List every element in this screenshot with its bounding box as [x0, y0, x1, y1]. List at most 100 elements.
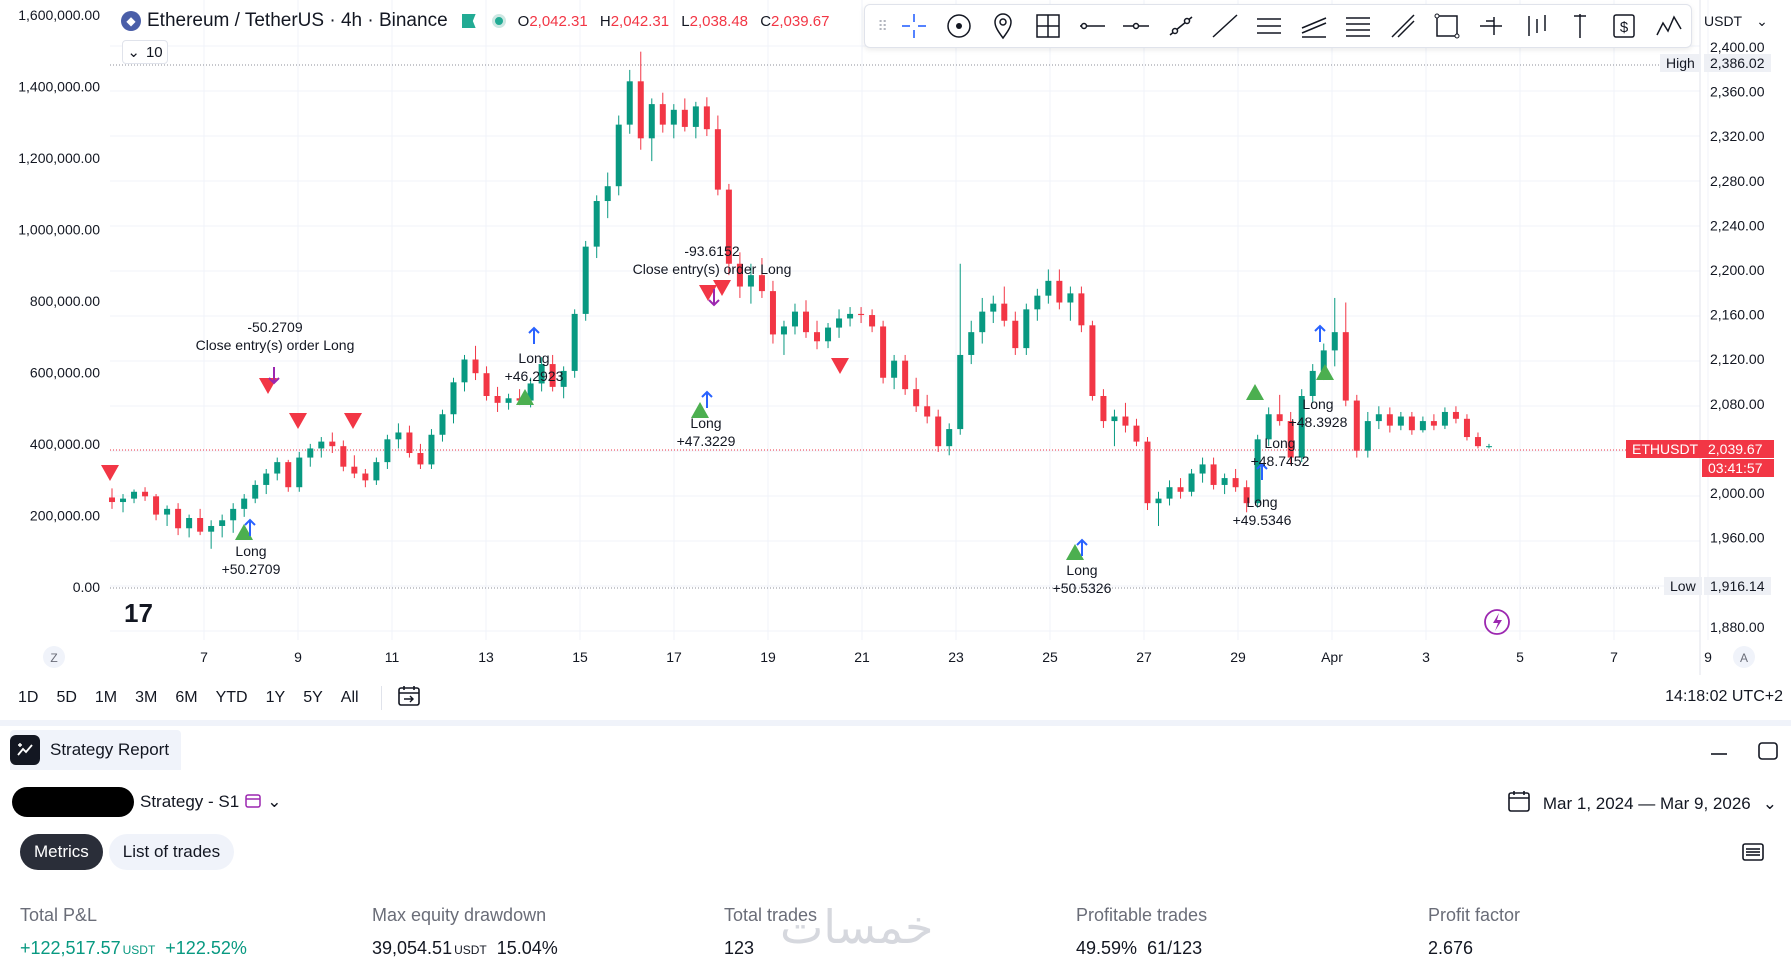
horizontal-ray-icon[interactable] — [1070, 8, 1114, 44]
chevron-down-icon: ⌄ — [127, 44, 140, 61]
long-label: Long — [1246, 494, 1277, 510]
right-axis-tick: 2,320.00 — [1710, 128, 1765, 144]
pin-icon[interactable] — [981, 8, 1025, 44]
strategy-selector[interactable]: Strategy - S1 ⌄ — [12, 786, 281, 818]
candle-body — [527, 383, 534, 401]
candle-body — [946, 429, 953, 447]
timeframe-3m[interactable]: 3M — [135, 689, 158, 706]
buy-marker — [1066, 544, 1084, 560]
drag-handle-icon[interactable]: ⠿ — [877, 17, 888, 34]
circle-icon[interactable] — [937, 8, 981, 44]
metric-value: 123 — [724, 938, 755, 958]
timeframe-5d[interactable]: 5D — [56, 689, 77, 706]
dollar-icon[interactable]: $ — [1602, 8, 1646, 44]
extended-line-icon[interactable] — [1203, 8, 1247, 44]
price-chart[interactable]: 1,600,000.00 1,400,000.00 1,200,000.00 1,00… — [0, 0, 1791, 675]
candle-body — [362, 473, 369, 481]
elliott-wave-icon[interactable] — [1647, 8, 1691, 44]
candle-body — [1309, 370, 1316, 396]
long-position-icon[interactable] — [1469, 8, 1513, 44]
x-axis-tick: 13 — [478, 649, 494, 665]
session-clock[interactable]: 14:18:02 UTC+2 — [1665, 688, 1783, 705]
pitchfork-icon[interactable] — [1380, 8, 1424, 44]
candle-body — [296, 457, 303, 488]
candle-body — [1485, 446, 1492, 448]
exit-arrow — [268, 367, 280, 385]
drawing-toolbar[interactable]: ⠿ $ — [864, 4, 1692, 48]
candle-body — [1199, 464, 1206, 474]
indicators-toggle-button[interactable]: ⌄ 10 — [122, 40, 168, 64]
chart-pane[interactable]: 1,600,000.00 1,400,000.00 1,200,000.00 1,00… — [0, 0, 1791, 675]
candle-body — [924, 406, 931, 417]
candle-body — [968, 332, 975, 355]
currency-selector[interactable]: USDT ⌄ — [1704, 8, 1768, 34]
date-range-icon[interactable] — [396, 684, 422, 713]
flag-icon[interactable] — [461, 14, 476, 28]
right-axis-tick: 2,080.00 — [1710, 396, 1765, 412]
symbol-title[interactable]: Ethereum / TetherUS · 4h · Binance — [147, 10, 448, 31]
timeframe-1m[interactable]: 1M — [94, 689, 118, 706]
candle-body — [714, 129, 721, 190]
metric-profit-factor: Profit factor 2.676 — [1428, 905, 1780, 959]
candle-body — [858, 313, 865, 316]
candle-body — [318, 441, 325, 449]
parallel-channel-icon[interactable] — [1247, 8, 1291, 44]
panel-divider[interactable] — [0, 720, 1791, 726]
candle-body — [1001, 303, 1008, 321]
long-profit: +48.3928 — [1289, 414, 1348, 430]
timeframe-5y[interactable]: 5Y — [303, 689, 323, 706]
metric-value: 49.59% — [1076, 938, 1138, 958]
entry-arrow — [1076, 538, 1088, 556]
axis-right-label: A — [1740, 651, 1748, 665]
regression-icon[interactable] — [1292, 8, 1336, 44]
x-axis-tick: 5 — [1516, 649, 1524, 665]
maximize-icon[interactable] — [1757, 740, 1779, 767]
tab-list-of-trades[interactable]: List of trades — [108, 834, 235, 870]
timeframe-all[interactable]: All — [340, 689, 359, 706]
candle-body — [780, 326, 787, 335]
candle-body — [747, 275, 754, 287]
x-axis-tick: 27 — [1136, 649, 1152, 665]
timeframe-1d[interactable]: 1D — [18, 689, 39, 706]
candle-body — [803, 311, 809, 333]
menu-icon[interactable] — [1741, 840, 1765, 869]
high-price-tag: 2,386.02 — [1704, 54, 1771, 72]
tab-metrics[interactable]: Metrics — [20, 834, 103, 870]
date-range-selector[interactable]: Mar 1, 2024 — Mar 9, 2026 ⌄ — [1507, 789, 1777, 818]
strategy-report-tab[interactable]: Strategy Report — [10, 730, 182, 770]
bar-countdown: 03:41:57 — [1702, 459, 1774, 477]
candle-body — [1331, 332, 1338, 351]
candle-body — [825, 327, 832, 342]
candle-body — [1452, 411, 1459, 419]
long-label: Long — [518, 350, 549, 366]
minimize-icon[interactable] — [1709, 740, 1729, 767]
left-axis-tick: 800,000.00 — [30, 293, 100, 309]
candle-body — [439, 414, 446, 435]
strategy-name: Strategy - S1 — [140, 792, 240, 811]
right-axis-tick: 2,280.00 — [1710, 173, 1765, 189]
timeframe-6m[interactable]: 6M — [175, 689, 198, 706]
left-axis-tick: 1,600,000.00 — [18, 7, 100, 23]
left-axis-tick: 1,200,000.00 — [18, 150, 100, 166]
timeframe-separator — [380, 686, 382, 710]
strategy-report-title: Strategy Report — [50, 740, 170, 759]
axis-right-button — [1733, 646, 1755, 668]
trend-line-icon[interactable] — [1159, 8, 1203, 44]
candle-body — [1265, 414, 1272, 440]
candle-body — [230, 508, 237, 521]
crosshair-icon[interactable] — [892, 8, 936, 44]
candle-body — [395, 432, 402, 440]
candle-body — [1122, 416, 1129, 426]
x-axis-tick: 25 — [1042, 649, 1058, 665]
bars-pattern-icon[interactable] — [1514, 8, 1558, 44]
price-range-icon[interactable] — [1558, 8, 1602, 44]
fib-retracement-icon[interactable] — [1336, 8, 1380, 44]
metric-label: Profit factor — [1428, 905, 1521, 925]
grid-icon[interactable] — [1025, 8, 1069, 44]
timeframe-ytd[interactable]: YTD — [215, 689, 248, 706]
timeframe-1y[interactable]: 1Y — [265, 689, 286, 706]
rectangle-icon[interactable] — [1425, 8, 1469, 44]
symbol-legend[interactable]: ◆ Ethereum / TetherUS · 4h · Binance O2,… — [121, 9, 837, 33]
horizontal-line-icon[interactable] — [1114, 8, 1158, 44]
right-axis-tick: 1,960.00 — [1710, 530, 1765, 546]
